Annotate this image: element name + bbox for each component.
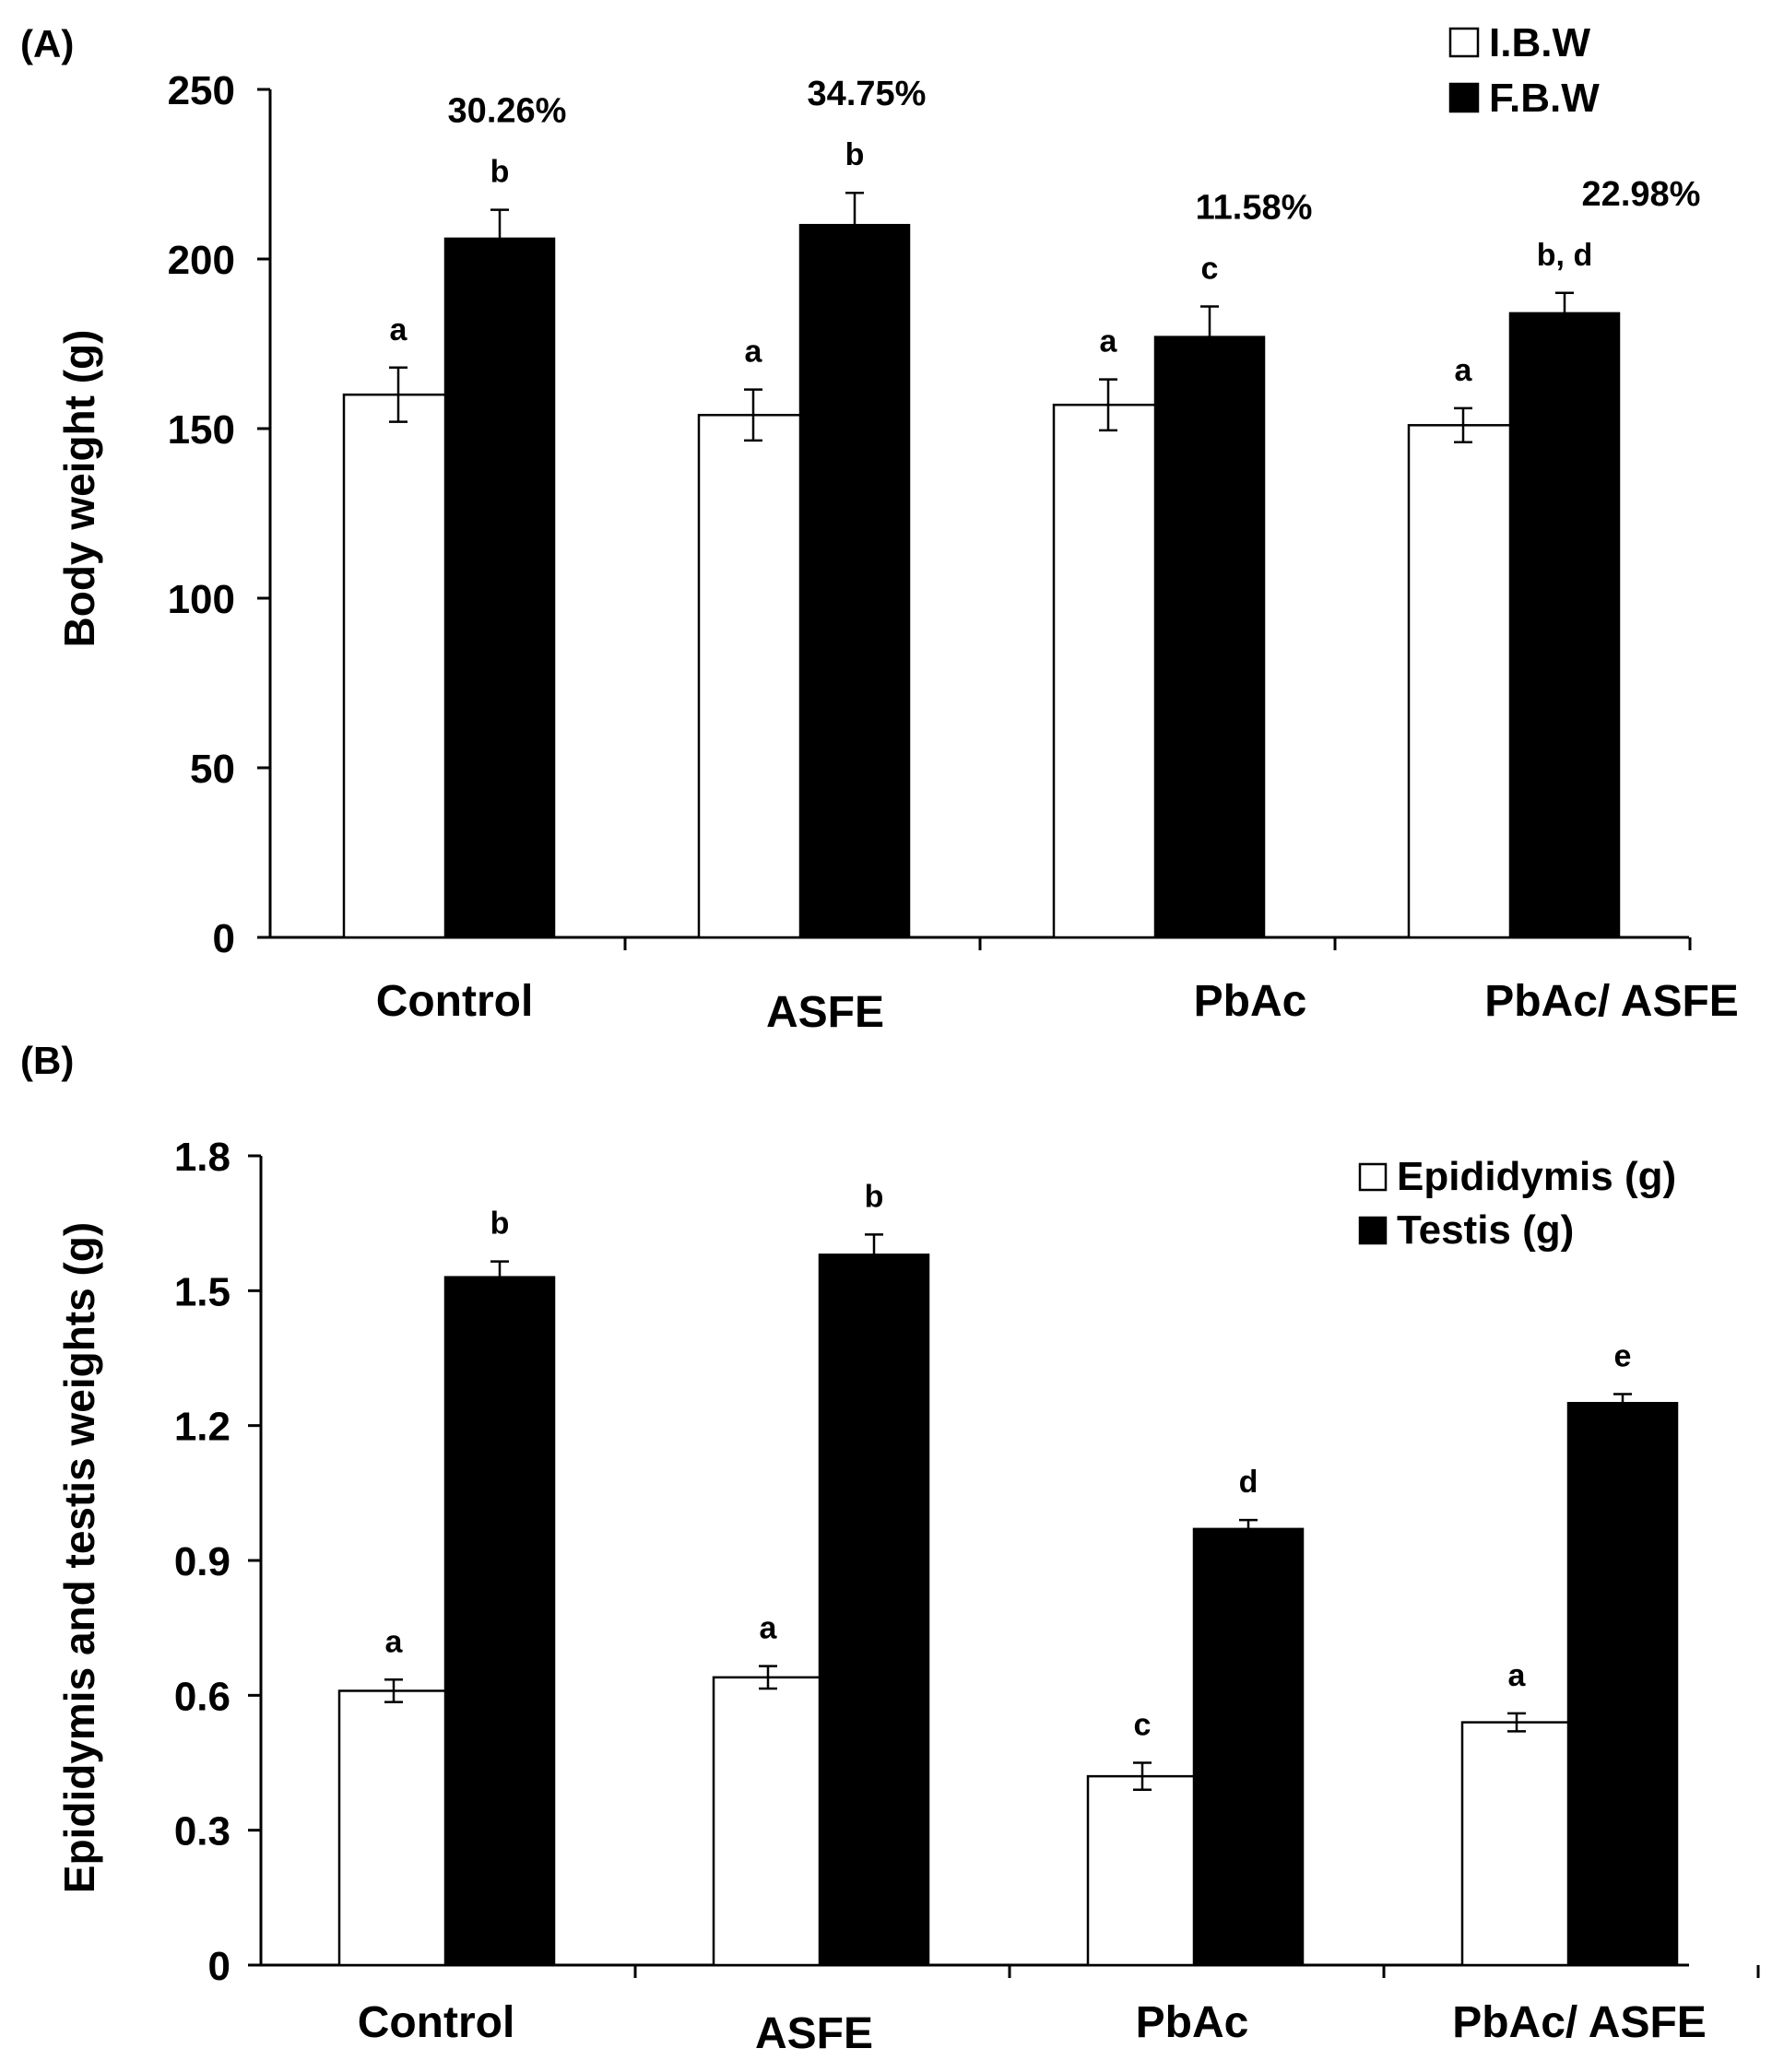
legend-label: Epididymis (g) xyxy=(1397,1154,1676,1199)
y-tick-label: 200 xyxy=(168,238,235,283)
percent-change-label: 30.26% xyxy=(448,92,567,131)
y-tick-label: 0 xyxy=(208,1944,230,1989)
x-category-label: PbAc xyxy=(1194,977,1307,1026)
y-axis-title: Epididymis and testis weights (g) xyxy=(55,1222,103,1893)
bar xyxy=(1460,1721,1573,1967)
legend-label: F.B.W xyxy=(1489,76,1600,121)
significance-letter: a xyxy=(745,335,763,370)
bar xyxy=(712,1676,824,1967)
percent-change-label: 34.75% xyxy=(808,75,927,113)
y-axis-title: Body weight (g) xyxy=(55,330,103,648)
x-category-label: PbAc/ ASFE xyxy=(1484,977,1739,1026)
significance-letter: b, d xyxy=(1537,238,1592,273)
significance-letter: b xyxy=(865,1179,884,1214)
bar xyxy=(697,414,809,939)
bar xyxy=(1192,1527,1305,1967)
y-tick-label: 250 xyxy=(168,68,235,113)
significance-letter: a xyxy=(1455,353,1473,388)
panel-b: (B) 0 0.3 0.6 0.9 1.2 1.5 1.8 Control ASFE PbAc PbA… xyxy=(20,1039,1760,2058)
x-category-label: ASFE xyxy=(766,988,884,1037)
legend-swatch xyxy=(1448,27,1480,58)
bar xyxy=(1052,403,1164,939)
x-category-label: ASFE xyxy=(755,2009,873,2058)
x-category-label: PbAc xyxy=(1136,1998,1249,2047)
legend-swatch xyxy=(1448,82,1480,113)
significance-letter: b xyxy=(490,155,510,190)
panel-label: (B) xyxy=(20,1039,74,1082)
y-tick-label: 0.3 xyxy=(174,1809,230,1854)
significance-letter: d xyxy=(1239,1465,1258,1500)
significance-letter: a xyxy=(1508,1658,1527,1693)
bar xyxy=(798,223,911,939)
y-tick-label: 1.2 xyxy=(174,1405,230,1450)
bar xyxy=(1407,424,1519,939)
significance-letter: b xyxy=(490,1207,510,1242)
legend-label: Testis (g) xyxy=(1397,1207,1574,1253)
bar xyxy=(337,1689,450,1967)
bar xyxy=(1153,336,1266,939)
significance-letter: c xyxy=(1201,252,1219,287)
y-tick-label: 100 xyxy=(168,577,235,622)
bar xyxy=(1508,312,1621,939)
significance-letter: a xyxy=(1100,324,1118,359)
bar xyxy=(342,393,455,939)
y-tick-label: 0.9 xyxy=(174,1539,230,1584)
legend-swatch xyxy=(1358,1216,1388,1245)
y-tick-label: 1.5 xyxy=(174,1269,230,1314)
y-tick-label: 0 xyxy=(213,916,235,961)
bar xyxy=(1086,1774,1199,1967)
significance-letter: a xyxy=(385,1624,404,1659)
bar xyxy=(443,1276,556,1967)
significance-letter: a xyxy=(760,1611,778,1646)
significance-letter: b xyxy=(845,137,865,172)
percent-change-label: 22.98% xyxy=(1582,175,1701,214)
legend-label: I.B.W xyxy=(1489,20,1590,65)
y-tick-label: 0.6 xyxy=(174,1674,230,1719)
y-tick-label: 1.8 xyxy=(174,1135,230,1180)
legend-swatch xyxy=(1358,1162,1388,1192)
bar xyxy=(818,1254,930,1967)
panel-a: (A) 0 50 100 150 200 250 Control ASFE PbAc PbAc/ A… xyxy=(20,20,1739,1037)
bar xyxy=(443,237,556,939)
percent-change-label: 11.58% xyxy=(1196,189,1313,228)
bar xyxy=(1566,1402,1679,1967)
significance-letter: c xyxy=(1134,1708,1152,1743)
y-tick-label: 50 xyxy=(190,747,235,792)
x-category-label: Control xyxy=(376,977,534,1026)
significance-letter: a xyxy=(390,312,408,347)
significance-letter: e xyxy=(1614,1339,1632,1374)
x-category-label: Control xyxy=(358,1998,515,2047)
x-category-label: PbAc/ ASFE xyxy=(1452,1998,1707,2047)
y-tick-label: 150 xyxy=(168,407,235,453)
panel-label: (A) xyxy=(20,22,74,65)
